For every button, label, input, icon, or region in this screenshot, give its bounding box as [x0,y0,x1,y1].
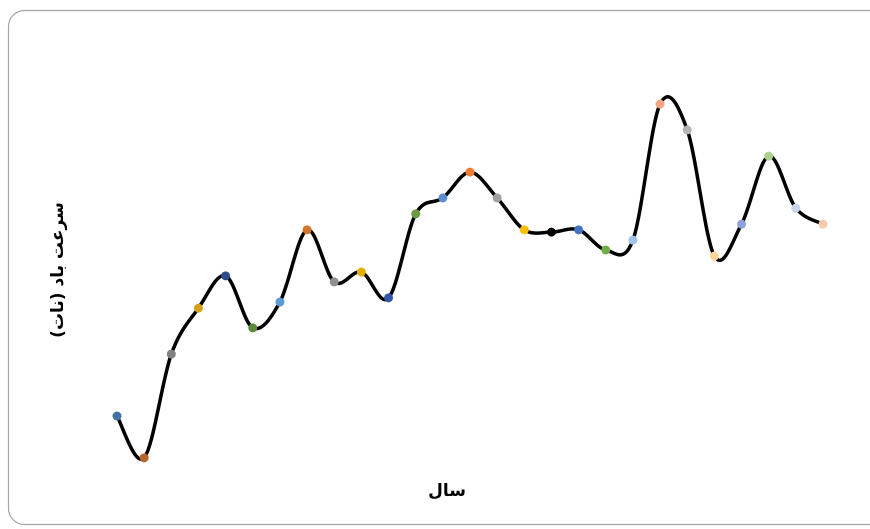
chart-frame [7,9,870,526]
point [465,167,475,177]
point [574,225,584,235]
point [275,297,285,307]
point [112,411,122,421]
y-axis-label: سرعت باد (نات) [48,202,68,338]
point [655,99,665,109]
point [601,245,611,255]
point [709,251,719,261]
point [356,267,366,277]
point [221,271,231,281]
point [737,219,747,229]
point [519,225,529,235]
point [682,125,692,135]
point [546,227,556,237]
point [384,293,394,303]
point [492,193,502,203]
point [193,303,203,313]
point [248,323,258,333]
point [764,151,774,161]
point [329,277,339,287]
x-axis-label: سال [428,481,466,501]
point [438,193,448,203]
point [139,453,149,463]
point [628,235,638,245]
point [166,349,176,359]
point [791,203,801,213]
point [411,209,421,219]
point [302,225,312,235]
point [818,219,828,229]
